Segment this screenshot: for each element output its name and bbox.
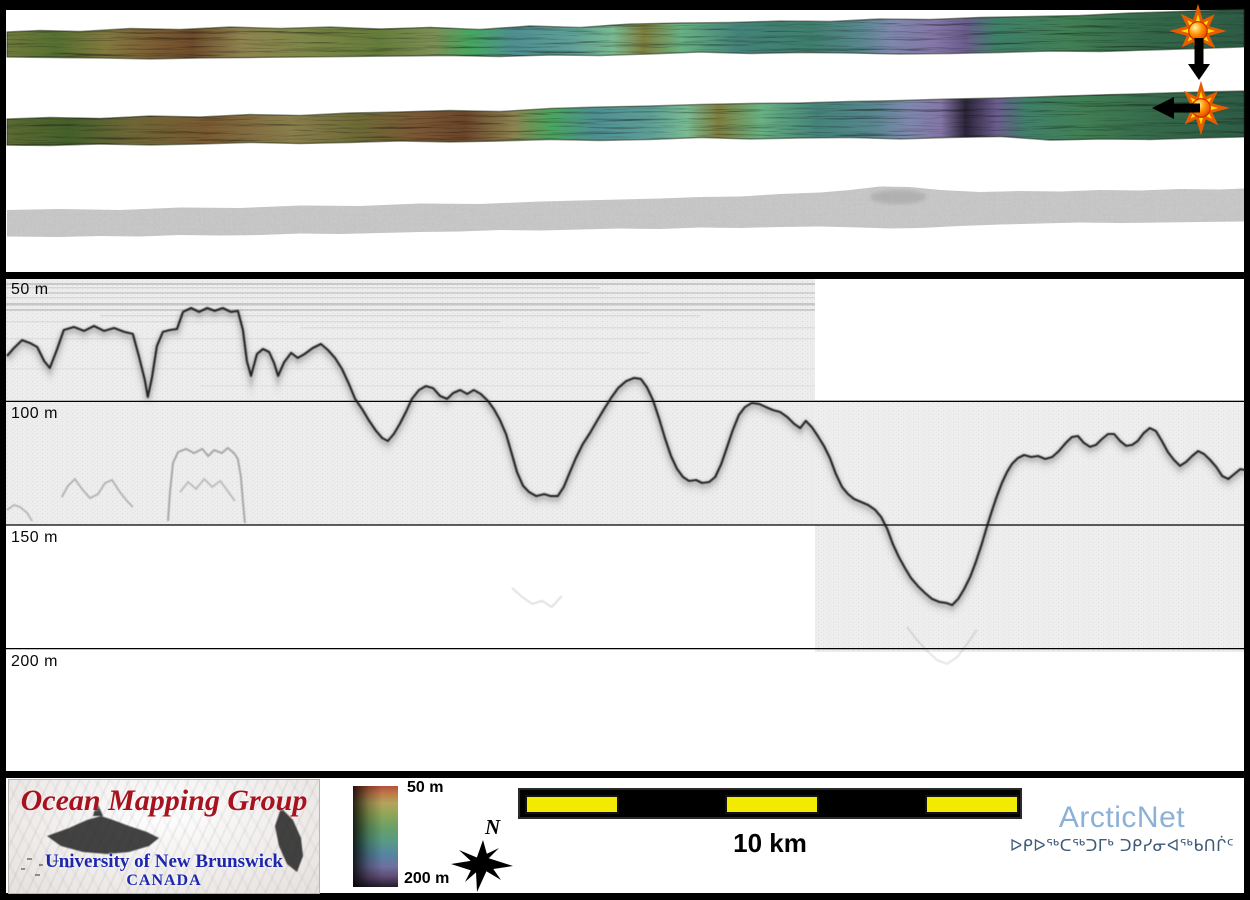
multibeam-swath-line-1: [6, 8, 1245, 60]
seafloor-trace: [3, 306, 1247, 616]
omg-country: CANADA: [126, 872, 202, 889]
scale-bar-segment: [525, 795, 619, 814]
sonar-shadow-left-mast: [93, 802, 103, 816]
legend-label-200m: 200 m: [404, 870, 450, 887]
arrow-down-icon: [1188, 38, 1210, 80]
depth-label-200m: 200 m: [11, 653, 58, 670]
compass-north-label: N: [484, 816, 501, 839]
arcticnet-name: ArcticNet: [1058, 801, 1186, 834]
arcticnet-inuktitut: ᐅᑭᐅᖅᑕᖅᑐᒥᒃ ᑐᑭᓯᓂᐊᖅᑲᑎᒌᑦ: [1009, 836, 1235, 855]
omg-title: Ocean Mapping Group: [20, 784, 308, 817]
scale-bar-segment: [725, 795, 819, 814]
depth-color-legend: [353, 786, 398, 887]
secondary-echo-traces: [6, 446, 978, 666]
north-arrow-compass: N: [451, 816, 513, 892]
omg-institution: University of New Brunswick: [44, 851, 284, 872]
omg-logo-art: [21, 802, 303, 876]
starburst-icon: [1172, 80, 1230, 136]
legend-shading: [353, 786, 398, 887]
map-scale-bar: [518, 788, 1022, 819]
depth-label-50m: 50 m: [11, 281, 49, 298]
multibeam-swath-line-2: [6, 90, 1245, 147]
sonar-scatter-marks: [21, 858, 72, 876]
omg-logo: Ocean Mapping Group University of New Br…: [8, 779, 320, 894]
arrow-left-icon: [1152, 97, 1200, 119]
compass-star-icon-2: [459, 848, 501, 882]
echogram-noise-streaks: [6, 283, 815, 387]
scale-bar-segment: [925, 795, 1019, 814]
depth-label-100m: 100 m: [11, 405, 58, 422]
arcticnet-logo: ArcticNet ᐅᑭᐅᖅᑕᖅᑐᒥᒃ ᑐᑭᓯᓂᐊᖅᑲᑎᒌᑦ: [1000, 801, 1244, 855]
subbottom-profile-section: [3, 279, 1247, 771]
scale-bar-label: 10 km: [733, 828, 807, 858]
sidescan-backscatter-strip: [7, 186, 1244, 237]
sonar-shadow-left: [47, 816, 159, 854]
swath-section: [6, 3, 1245, 272]
legend-label-50m: 50 m: [407, 779, 444, 796]
sonar-shadow-right: [275, 808, 303, 872]
depth-label-150m: 150 m: [11, 529, 58, 546]
sidescan-dark-patch: [870, 190, 926, 204]
section-divider: [0, 272, 1250, 279]
track-continuation-markers: [1152, 3, 1230, 136]
depth-gridlines: [6, 400, 1244, 650]
